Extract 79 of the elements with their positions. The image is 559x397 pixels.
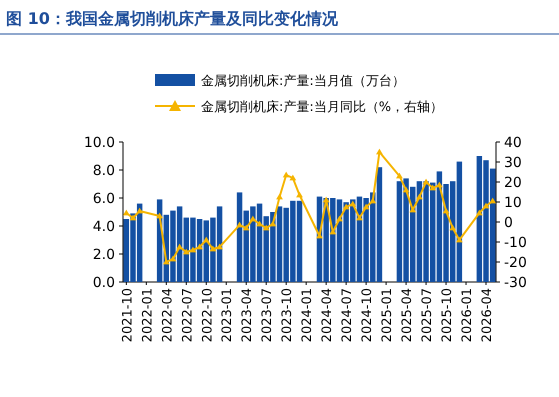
- point: [216, 244, 223, 250]
- x-tick-label: 2023-04: [240, 288, 256, 342]
- y-tick-label: 8.0: [92, 163, 115, 179]
- point: [236, 222, 243, 228]
- point: [449, 224, 456, 230]
- point: [289, 174, 296, 180]
- x-tick-label: 2025-07: [420, 288, 436, 342]
- point: [476, 210, 483, 216]
- legend-label: 金属切削机床:产量:当月同比（%，右轴）: [201, 100, 444, 115]
- point: [369, 198, 376, 204]
- point: [196, 244, 203, 250]
- point: [256, 220, 263, 226]
- point: [276, 194, 283, 200]
- x-tick-label: 2021-10: [120, 288, 136, 342]
- point: [422, 178, 430, 184]
- point: [456, 236, 463, 242]
- x-tick-label: 2023-07: [260, 288, 276, 342]
- point: [429, 184, 436, 190]
- x-tick-label: 2025-10: [440, 288, 456, 342]
- point: [342, 204, 350, 210]
- point: [190, 246, 196, 252]
- point: [182, 248, 190, 254]
- point: [136, 208, 144, 214]
- point: [170, 256, 176, 262]
- point: [489, 198, 496, 204]
- point: [156, 212, 164, 218]
- x-tick-label: 2023-01: [220, 288, 236, 342]
- point: [282, 172, 290, 178]
- point: [202, 236, 210, 242]
- x-tick-label: 2026-01: [460, 288, 476, 342]
- point: [409, 206, 416, 212]
- chart-title: 图 10：我国金属切削机床产量及同比变化情况: [6, 9, 339, 28]
- x-tick-label: 2024-10: [360, 288, 376, 342]
- x-tick-label: 2024-01: [300, 288, 316, 342]
- x-tick-label: 2024-07: [340, 288, 356, 342]
- y2-tick-label: -20: [504, 255, 527, 271]
- x-tick-label: 2025-01: [380, 288, 396, 342]
- x-tick-label: 2022-10: [200, 288, 216, 342]
- y2-tick-label: 20: [504, 175, 522, 191]
- y2-tick-label: 30: [504, 155, 522, 171]
- x-tick-label: 2024-04: [320, 288, 336, 342]
- x-tick-label: 2022-07: [180, 288, 196, 342]
- y2-tick-label: -30: [504, 275, 527, 291]
- point: [210, 246, 216, 252]
- point: [162, 258, 170, 264]
- point: [336, 216, 343, 222]
- x-tick-label: 2023-10: [280, 288, 296, 342]
- legend-label: 金属切削机床:产量:当月值（万台）: [201, 74, 405, 89]
- y2-tick-label: 0: [504, 215, 513, 231]
- point: [376, 148, 383, 154]
- point: [130, 214, 136, 220]
- y-tick-label: 10.0: [84, 135, 115, 151]
- point: [262, 224, 270, 230]
- point: [356, 214, 363, 220]
- y2-tick-label: 40: [504, 135, 522, 151]
- y-tick-label: 0.0: [92, 275, 115, 291]
- point: [436, 182, 443, 188]
- y2-tick-label: 10: [504, 195, 522, 211]
- x-tick-label: 2025-04: [400, 288, 416, 342]
- y-tick-label: 4.0: [92, 219, 115, 235]
- point: [362, 204, 370, 210]
- point: [249, 216, 256, 222]
- point: [176, 244, 184, 250]
- y2-tick-label: -10: [504, 235, 527, 251]
- point: [396, 172, 403, 178]
- point: [416, 194, 423, 200]
- point: [296, 192, 303, 198]
- point: [442, 208, 450, 214]
- y-tick-label: 2.0: [92, 247, 115, 263]
- point: [482, 202, 490, 208]
- x-tick-label: 2022-01: [140, 288, 156, 342]
- point: [402, 186, 410, 192]
- x-tick-label: 2026-04: [480, 288, 496, 342]
- point: [122, 210, 130, 216]
- point: [322, 196, 330, 202]
- x-tick-label: 2022-04: [160, 288, 176, 342]
- point: [349, 200, 356, 206]
- y-tick-label: 6.0: [92, 191, 115, 207]
- point: [242, 224, 250, 230]
